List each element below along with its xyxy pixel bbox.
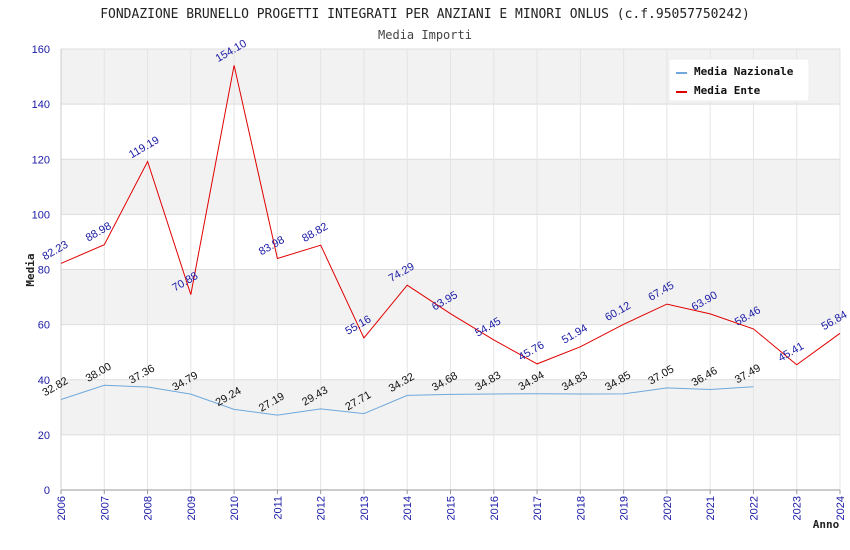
legend-box xyxy=(668,58,810,102)
y-tick-label: 120 xyxy=(32,154,50,166)
series-line-nazionale xyxy=(60,384,754,416)
x-tick-label: 2006 xyxy=(56,496,68,520)
x-tick-label: 2022 xyxy=(748,496,760,520)
x-tick-label: 2023 xyxy=(792,496,804,520)
chart-subtitle: Media Importi xyxy=(378,28,472,42)
x-tick-label: 2018 xyxy=(575,496,587,520)
x-tick-label: 2008 xyxy=(143,496,155,520)
x-tick-label: 2009 xyxy=(186,496,198,520)
y-tick-label: 160 xyxy=(32,44,50,56)
data-label-ente: 119.19 xyxy=(127,134,161,161)
legend-label-nazionale: Media Nazionale xyxy=(694,65,794,78)
y-tick-label: 40 xyxy=(38,375,50,387)
x-tick-label: 2021 xyxy=(705,496,717,520)
data-label-ente: 83.98 xyxy=(257,234,287,258)
x-tick-label: 2011 xyxy=(272,496,284,520)
x-tick-label: 2019 xyxy=(619,496,631,520)
x-tick-label: 2015 xyxy=(446,496,458,520)
y-tick-label: 20 xyxy=(38,430,50,442)
x-axis-title: Anno xyxy=(813,518,840,531)
legend-label-ente: Media Ente xyxy=(694,84,761,97)
y-tick-label: 140 xyxy=(32,99,50,111)
chart-title: FONDAZIONE BRUNELLO PROGETTI INTEGRATI P… xyxy=(100,7,750,22)
x-tick-label: 2014 xyxy=(402,496,414,520)
data-label-ente: 45.76 xyxy=(517,339,547,363)
data-label-ente: 82.23 xyxy=(41,239,71,263)
x-tick-label: 2016 xyxy=(489,496,501,520)
y-tick-label: 100 xyxy=(32,209,50,221)
legend: Media Nazionale Media Ente xyxy=(668,58,810,102)
y-axis-title: Media xyxy=(24,253,37,286)
y-tick-label: 60 xyxy=(38,320,50,332)
axes xyxy=(60,49,841,494)
data-label-ente: 88.82 xyxy=(300,221,330,245)
series-line-ente xyxy=(60,65,841,366)
x-tick-label: 2020 xyxy=(662,496,674,520)
y-tick-label: 80 xyxy=(38,265,50,277)
y-tick-labels: 0 20 40 60 80 100 120 140 160 xyxy=(32,44,50,497)
x-tick-label: 2024 xyxy=(835,496,847,520)
x-tick-label: 2013 xyxy=(359,496,371,520)
x-tick-label: 2010 xyxy=(229,496,241,520)
data-label-ente: 51.94 xyxy=(560,322,590,346)
data-label-ente: 88.98 xyxy=(84,220,114,244)
x-tick-label: 2012 xyxy=(316,496,328,520)
series-lines xyxy=(60,65,841,416)
y-tick-label: 0 xyxy=(44,485,50,497)
x-tick-labels: 2006 2007 2008 2009 2010 2011 2012 2013 2014 2015… xyxy=(56,496,847,520)
x-tick-label: 2007 xyxy=(99,496,111,520)
x-tick-label: 2017 xyxy=(532,496,544,520)
